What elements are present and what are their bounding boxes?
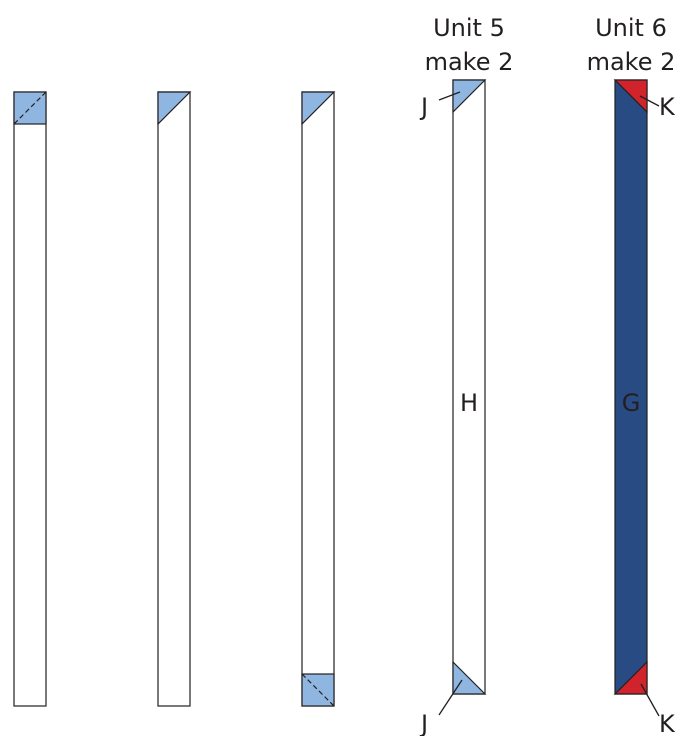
white-strip (301, 91, 335, 707)
piece-j-bottom (452, 660, 487, 695)
blue-triangle (301, 91, 336, 126)
blue-square (301, 673, 335, 707)
label-g: G (622, 389, 641, 417)
unit-6-quantity: make 2 (587, 48, 676, 76)
unit-5-heading: Unit 5 (433, 14, 505, 42)
piece-j-top (452, 79, 487, 114)
leader-k-top (639, 95, 660, 107)
step-1-strip (13, 91, 47, 707)
step-2-strip (157, 91, 192, 707)
unit-6-heading: Unit 6 (595, 14, 667, 42)
leader-j-top (438, 91, 461, 101)
unit-5-quantity: make 2 (425, 48, 514, 76)
blue-triangle (157, 91, 192, 126)
unit-5: Unit 5 make 2 J J H (419, 14, 513, 736)
label-k-bottom: K (659, 710, 676, 736)
step-3-strip (301, 91, 336, 707)
leader-j-bottom (438, 679, 463, 716)
piece-g-strip (614, 79, 648, 695)
label-j-bottom: J (419, 710, 428, 736)
piece-k-bottom (613, 660, 648, 695)
leader-k-bottom (640, 683, 660, 717)
white-strip (13, 91, 47, 707)
piece-h-strip (452, 79, 486, 695)
label-k-top: K (659, 93, 676, 121)
piece-k-top (613, 79, 648, 114)
label-h: H (460, 389, 478, 417)
blue-square (13, 91, 47, 125)
label-j-top: J (419, 93, 428, 121)
white-strip (157, 91, 191, 707)
unit-6: Unit 6 make 2 K K G (587, 14, 676, 736)
